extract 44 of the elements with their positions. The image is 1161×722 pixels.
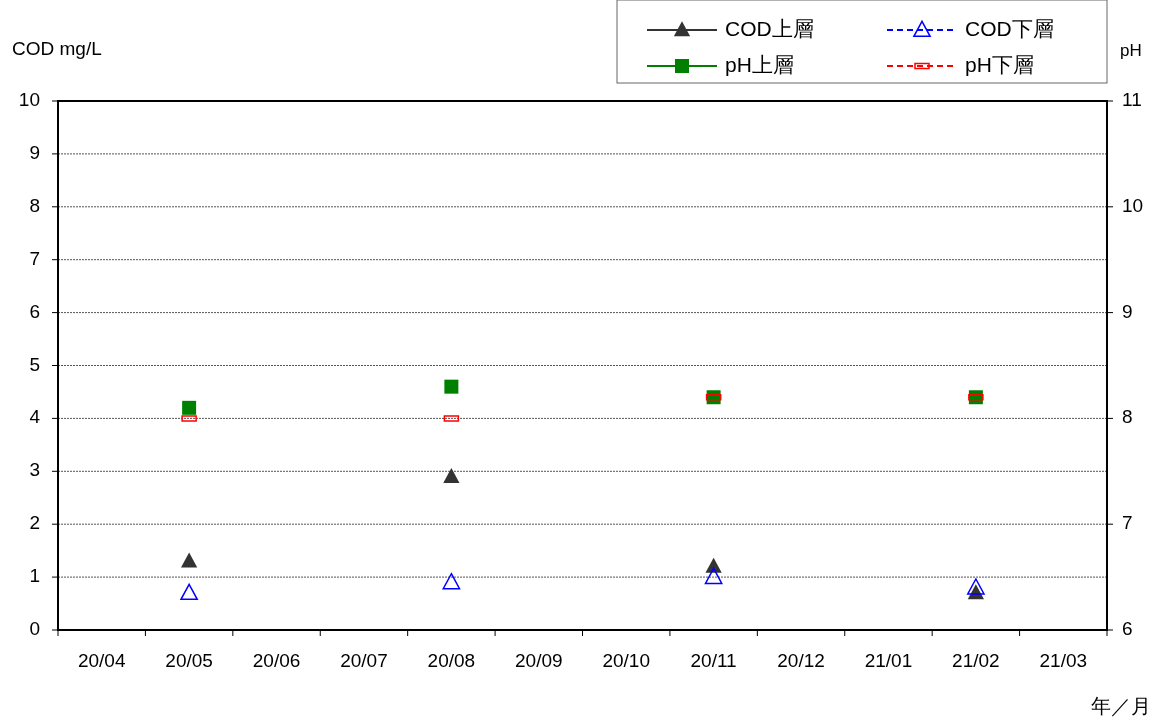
x-axis-title: 年／月 (1091, 695, 1151, 718)
y-tick-label: 8 (29, 194, 40, 216)
legend-label: COD上層 (725, 16, 814, 40)
y2-tick-label: 10 (1122, 194, 1144, 216)
x-tick-label: 21/01 (864, 650, 913, 672)
x-tick-label: 20/10 (602, 650, 650, 672)
y2-axis-title: pH (1120, 41, 1142, 61)
point (181, 552, 198, 568)
y2-tick-label: 7 (1122, 512, 1133, 534)
x-tick-label: 20/05 (165, 650, 213, 672)
y2-tick-label: 6 (1122, 618, 1133, 640)
point (704, 567, 723, 585)
legend-label: pH下層 (965, 52, 1034, 76)
x-tick-label: 20/06 (252, 650, 301, 672)
x-tick-label: 21/03 (1039, 650, 1088, 672)
point (967, 578, 985, 595)
x-tick-label: 21/02 (952, 650, 1000, 672)
x-tick-label: 20/12 (777, 650, 825, 672)
point (180, 583, 198, 601)
y-tick-label: 9 (29, 141, 40, 163)
y-tick-label: 4 (29, 406, 41, 428)
y-axis-title: COD mg/L (12, 38, 102, 60)
y-tick-label: 7 (29, 247, 40, 269)
y2-tick-label: 9 (1122, 300, 1133, 322)
legend-label: pH上層 (725, 52, 794, 76)
x-tick-label: 20/11 (690, 650, 737, 672)
y-tick-label: 2 (29, 512, 40, 534)
x-tick-label: 20/09 (515, 650, 563, 672)
y2-tick-label: 11 (1122, 89, 1142, 111)
y-tick-label: 1 (29, 565, 40, 587)
y-tick-label: 5 (29, 353, 40, 375)
x-tick-label: 20/04 (77, 650, 126, 672)
y-tick-label: 10 (18, 89, 40, 111)
legend-label: COD下層 (965, 16, 1054, 40)
y-tick-label: 6 (29, 300, 40, 322)
point (442, 572, 461, 590)
x-tick-label: 20/08 (427, 650, 476, 672)
y2-tick-label: 8 (1122, 406, 1133, 428)
y-tick-label: 3 (29, 459, 40, 481)
point (182, 400, 197, 415)
y-tick-label: 0 (29, 618, 40, 640)
point (444, 379, 459, 394)
point (443, 467, 460, 483)
x-tick-label: 20/07 (340, 650, 388, 672)
